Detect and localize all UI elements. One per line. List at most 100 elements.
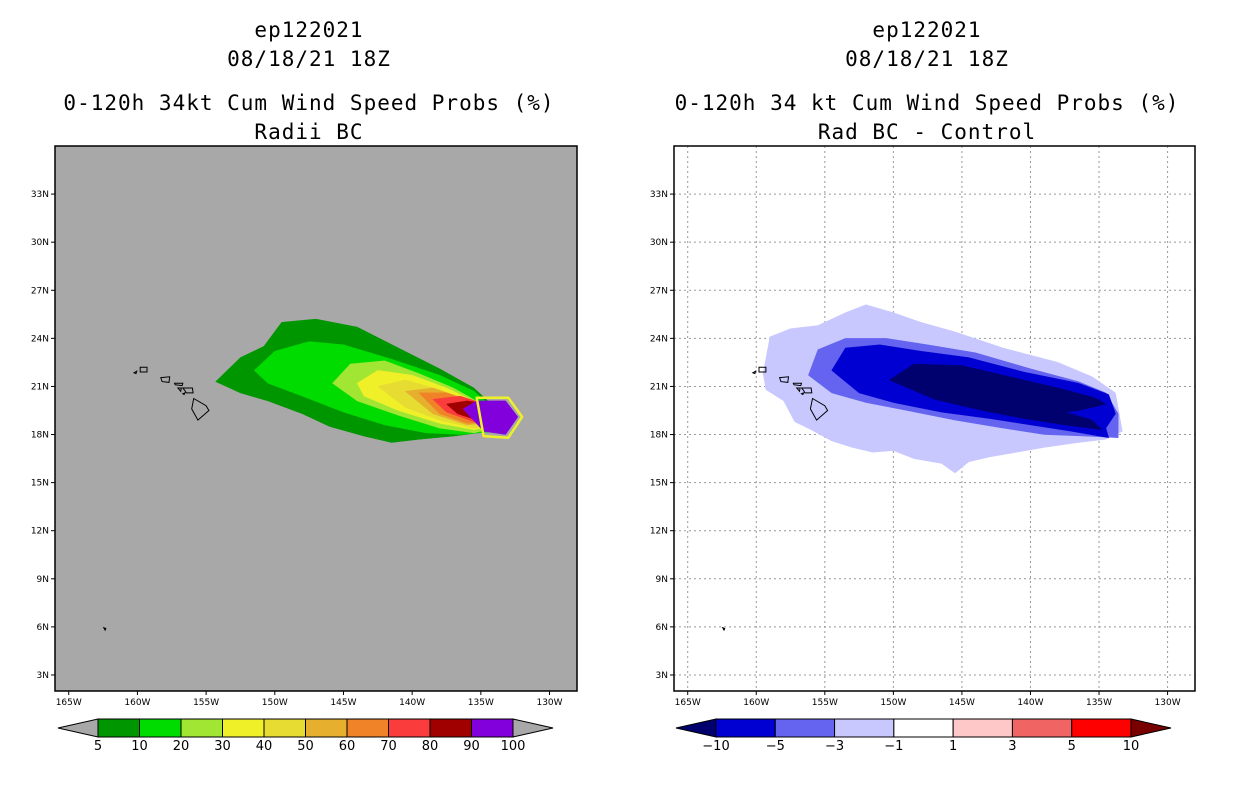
left-colorbar-swatch xyxy=(388,718,431,738)
right-ytick-label: 30N xyxy=(650,238,668,248)
right-colorbar-swatch xyxy=(893,718,954,738)
left-map-frame xyxy=(54,145,578,692)
right-colorbar-swatch xyxy=(1011,718,1073,738)
left-island-outline xyxy=(191,397,210,421)
left-colorbar-label: 30 xyxy=(214,739,231,754)
right-ytick-label: 9N xyxy=(656,575,668,585)
right-subtitle: Rad BC - Control xyxy=(817,120,1037,144)
right-colorbar-label: 1 xyxy=(949,739,957,754)
left-island-outline xyxy=(173,382,184,387)
left-island-outline xyxy=(132,370,138,375)
left-ytick-label: 6N xyxy=(37,623,49,633)
left-xtick-label: 160W xyxy=(124,698,150,708)
left-colorbar-swatch xyxy=(263,718,306,738)
left-colorbar-label: 80 xyxy=(422,739,439,754)
left-island-outline xyxy=(139,366,148,373)
right-colorbar-label: 10 xyxy=(1123,739,1140,754)
left-atoll-marker xyxy=(102,626,107,632)
left-island-outline xyxy=(176,387,183,393)
left-colorbar-label: 50 xyxy=(297,739,314,754)
left-ytick-label: 30N xyxy=(31,238,49,248)
left-ytick-label: 33N xyxy=(31,190,49,200)
left-xtick-label: 140W xyxy=(399,698,425,708)
left-colorbar-label: 100 xyxy=(501,739,526,754)
right-xtick-label: 140W xyxy=(1017,698,1043,708)
right-island-outline xyxy=(809,397,829,421)
right-ytick-label: 6N xyxy=(656,623,668,633)
left-colorbar-swatch xyxy=(222,718,265,738)
right-ytick-label: 15N xyxy=(650,479,668,489)
left-ytick-label: 24N xyxy=(31,334,49,344)
left-ytick-label: 27N xyxy=(31,286,49,296)
left-map-panel: 165W 160W 155W 150W 145W 140W 135W 130W 3N 6N 9N 12… xyxy=(31,145,578,708)
right-colorbar-swatch xyxy=(774,718,836,738)
left-colorbar-swatch xyxy=(180,718,223,738)
left-subtitle: Radii BC xyxy=(254,120,364,144)
right-island-outline xyxy=(795,387,801,393)
left-colorbar-label: 20 xyxy=(173,739,190,754)
right-colorbar-low-end xyxy=(675,718,717,738)
right-ytick-label: 21N xyxy=(650,382,668,392)
right-ytick-label: 33N xyxy=(650,190,668,200)
right-xtick-label: 135W xyxy=(1086,698,1112,708)
left-ytick-label: 18N xyxy=(31,431,49,441)
right-title: 0-120h 34 kt Cum Wind Speed Probs (%) xyxy=(674,91,1180,115)
right-ytick-label: 18N xyxy=(650,431,668,441)
left-ytick-label: 12N xyxy=(31,527,49,537)
right-island-outline xyxy=(792,382,803,387)
left-ytick-label: 9N xyxy=(37,575,49,585)
left-xtick-label: 150W xyxy=(262,698,288,708)
right-atoll-marker xyxy=(721,626,726,632)
left-xtick-label: 145W xyxy=(330,698,356,708)
right-colorbar-high-end xyxy=(1130,718,1172,738)
right-colorbar-swatch xyxy=(834,718,895,738)
right-ytick-label: 24N xyxy=(650,334,668,344)
left-colorbar-label: 10 xyxy=(131,739,148,754)
right-colorbar-label: −1 xyxy=(884,739,903,754)
right-colorbar-swatch xyxy=(952,718,1013,738)
right-colorbar-label: −5 xyxy=(766,739,785,754)
left-colorbar-high-end xyxy=(512,718,554,738)
left-colorbar: 5 10 20 30 40 50 60 70 80 90 100 xyxy=(57,718,554,754)
left-colorbar-swatch xyxy=(97,718,140,738)
right-ytick-label: 27N xyxy=(650,286,668,296)
left-colorbar-low-end xyxy=(57,718,99,738)
right-island-outline xyxy=(800,387,813,394)
left-xtick-label: 135W xyxy=(468,698,494,708)
left-storm-id: ep122021 xyxy=(254,18,364,42)
right-island-outline xyxy=(778,376,790,383)
left-ytick-label: 15N xyxy=(31,479,49,489)
left-ytick-label: 3N xyxy=(37,671,49,681)
right-colorbar-swatch xyxy=(1071,718,1132,738)
left-xtick-label: 165W xyxy=(56,698,82,708)
right-xtick-label: 150W xyxy=(880,698,906,708)
left-contour-outline xyxy=(475,396,524,439)
right-ytick-label: 3N xyxy=(656,671,668,681)
right-xtick-label: 145W xyxy=(949,698,975,708)
left-colorbar-swatch xyxy=(305,718,348,738)
right-xtick-label: 160W xyxy=(743,698,769,708)
right-colorbar-label: −10 xyxy=(702,739,729,754)
left-colorbar-label: 60 xyxy=(339,739,356,754)
right-colorbar-label: 5 xyxy=(1068,739,1076,754)
right-colorbar-label: −3 xyxy=(825,739,844,754)
right-island-outline xyxy=(758,366,767,373)
right-map-frame xyxy=(673,145,1196,692)
left-colorbar-swatch xyxy=(429,718,472,738)
left-ytick-label: 21N xyxy=(31,382,49,392)
right-island-outline xyxy=(751,370,757,375)
left-contour-layer xyxy=(215,318,524,443)
left-colorbar-label: 90 xyxy=(463,739,480,754)
right-map-panel: 165W 160W 155W 150W 145W 140W 135W 130W 3N 6N 9N 12… xyxy=(650,145,1196,708)
left-date: 08/18/21 18Z xyxy=(227,47,391,71)
left-island-outline xyxy=(160,376,171,383)
left-xtick-label: 130W xyxy=(536,698,562,708)
right-ytick-label: 12N xyxy=(650,527,668,537)
left-colorbar-label: 5 xyxy=(94,739,102,754)
right-xtick-label: 130W xyxy=(1155,698,1181,708)
right-date: 08/18/21 18Z xyxy=(845,47,1009,71)
left-title: 0-120h 34kt Cum Wind Speed Probs (%) xyxy=(63,91,555,115)
right-xtick-label: 155W xyxy=(812,698,838,708)
left-colorbar-swatch xyxy=(139,718,182,738)
